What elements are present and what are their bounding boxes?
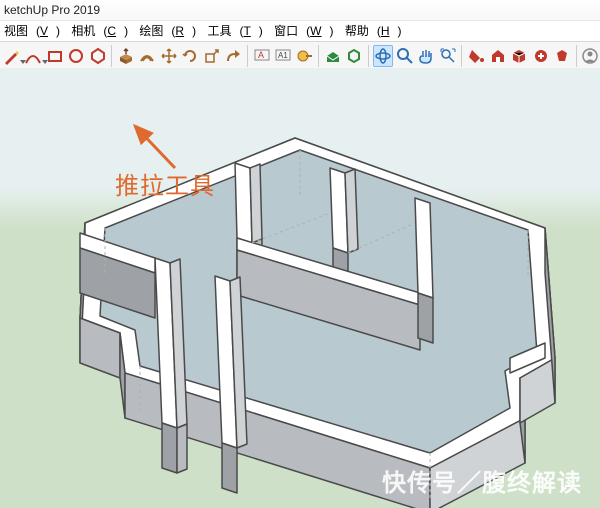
section-tool-icon[interactable] [509,45,528,67]
toolbar-separator [576,45,577,67]
text-tool-icon[interactable]: A [252,45,271,67]
title-bar: ketchUp Pro 2019 [0,0,600,21]
rectangle-tool-icon[interactable] [45,45,64,67]
user-account-icon[interactable] [581,45,600,67]
warehouse-tool-icon[interactable] [488,45,507,67]
offset-tool-icon[interactable] [138,45,157,67]
extension-tool-icon[interactable] [531,45,550,67]
toolbar-separator [368,45,369,67]
pushpull-tool-icon[interactable] [116,45,135,67]
annotation-label: 推拉工具 [115,166,215,201]
model-viewport[interactable]: 推拉工具 [0,68,600,508]
zoom-tool-icon[interactable] [395,45,414,67]
toolbar-separator [247,45,248,67]
followme-tool-icon[interactable] [224,45,243,67]
pan-tool-icon[interactable] [417,45,436,67]
menu-bar: 视图(V) 相机(C) 绘图(R) 工具(T) 窗口(W) 帮助(H) [0,21,600,42]
arc-tool-icon[interactable] [23,45,42,67]
pencil-tool-icon[interactable] [2,45,21,67]
circle-tool-icon[interactable] [66,45,85,67]
toolbar-separator [318,45,319,67]
rotate-tool-icon[interactable] [181,45,200,67]
dimension-tool-icon[interactable]: A1 [273,45,292,67]
ruby-tool-icon[interactable] [552,45,571,67]
svg-text:A: A [258,50,264,60]
zoom-extents-tool-icon[interactable] [438,45,457,67]
orbit-tool-icon[interactable] [373,45,393,67]
polygon-tool-icon[interactable] [88,45,107,67]
toolbar-separator [461,45,462,67]
svg-text:A1: A1 [278,51,288,60]
scale-tool-icon[interactable] [202,45,221,67]
toolbar-separator [111,45,112,67]
outer-shell-tool-icon[interactable] [345,45,364,67]
menu-window[interactable]: 窗口(W) [274,24,333,38]
window-title: ketchUp Pro 2019 [4,3,100,17]
toolbar: A A1 [0,42,600,71]
paint-bucket-tool-icon[interactable] [466,45,485,67]
menu-camera[interactable]: 相机(C) [71,24,128,38]
tape-tool-icon[interactable] [295,45,314,67]
menu-draw[interactable]: 绘图(R) [139,24,196,38]
component-tool-icon[interactable] [323,45,342,67]
move-tool-icon[interactable] [159,45,178,67]
menu-tools[interactable]: 工具(T) [207,24,262,38]
scene-svg [0,68,600,508]
menu-help[interactable]: 帮助(H) [345,24,402,38]
menu-view[interactable]: 视图(V) [4,24,60,38]
